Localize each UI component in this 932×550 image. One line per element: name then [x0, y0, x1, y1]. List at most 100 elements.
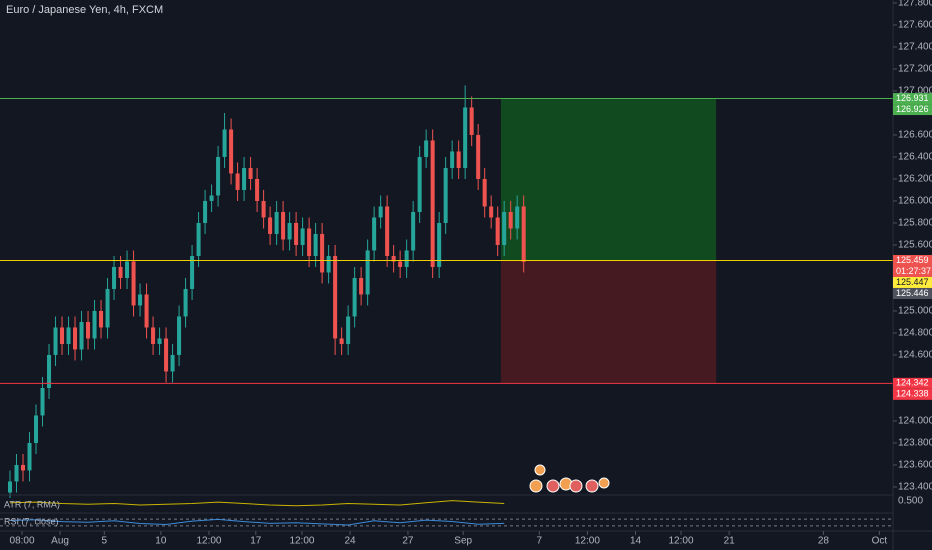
event-icon[interactable] [569, 479, 583, 493]
event-icon[interactable] [534, 464, 546, 476]
x-tick-label: 10 [155, 536, 167, 547]
indicator-line [9, 518, 505, 526]
candle-body [346, 316, 351, 344]
candle-body [27, 442, 32, 471]
candle-body [53, 327, 58, 355]
x-tick-label: Aug [51, 536, 69, 547]
candle-body [216, 156, 221, 196]
candle-body [287, 222, 292, 240]
candle-body [248, 167, 253, 179]
candle-body [333, 255, 338, 339]
x-tick-label: 12:00 [669, 536, 694, 547]
candle-body [242, 167, 247, 190]
x-tick-label: 27 [402, 536, 414, 547]
candle-body [47, 354, 52, 388]
candle-body [281, 211, 286, 240]
x-tick-label: 12:00 [196, 536, 221, 547]
candle-body [79, 321, 84, 350]
candle-body [235, 173, 240, 190]
candle-body [112, 266, 117, 289]
y-tick-label: 123.800 [898, 438, 932, 449]
event-icon[interactable] [598, 477, 610, 489]
candle-body [92, 310, 97, 339]
price-label: 125.459 [896, 255, 929, 265]
candle-body [144, 294, 149, 328]
candle-body [463, 107, 468, 168]
indicator-line [9, 500, 505, 507]
candle-body [476, 134, 481, 179]
price-label-bg [893, 287, 932, 299]
plot-area [0, 85, 893, 498]
candle-body [502, 211, 507, 245]
profit-zone [500, 98, 717, 261]
candle-body [86, 321, 91, 339]
event-icon[interactable] [585, 479, 599, 493]
candle-body [138, 294, 143, 306]
candle-body [417, 156, 422, 212]
candle-body [339, 338, 344, 344]
y-tick-label: 127.200 [898, 64, 932, 75]
candle-body [391, 255, 396, 262]
candle-body [411, 211, 416, 251]
candle-body [34, 415, 39, 443]
candle-body [326, 255, 331, 273]
price-label-bg [893, 276, 932, 288]
candle-body [131, 261, 136, 306]
candle-body [125, 261, 130, 278]
candle-body [209, 195, 214, 201]
candle-body [222, 129, 227, 157]
indicator-name: RSI (7, close) [4, 516, 59, 526]
candle-body [164, 338, 169, 372]
y-tick-label: 125.600 [898, 240, 932, 251]
candle-body [365, 250, 370, 295]
y-tick-label: 127.800 [898, 0, 932, 9]
x-tick-label: 21 [724, 536, 736, 547]
price-label: 01:27:37 [896, 266, 931, 276]
price-label: 125.447 [896, 277, 929, 287]
candle-body [255, 178, 260, 201]
candle-body [515, 206, 520, 229]
candle-body [495, 217, 500, 245]
y-tick-label: 123.600 [898, 460, 932, 471]
candle-body [7, 481, 13, 493]
candle-body [66, 327, 71, 344]
candle-body [99, 310, 104, 328]
candle-body [196, 222, 201, 256]
price-label: 126.926 [896, 104, 929, 114]
candle-body [508, 211, 513, 229]
event-icon[interactable] [546, 479, 560, 493]
price-label: 126.931 [896, 93, 929, 103]
candle-body [443, 167, 448, 223]
x-tick-label: Sep [454, 536, 472, 547]
candle-body [60, 327, 65, 344]
candle-body [157, 338, 162, 344]
candle-body [378, 206, 383, 218]
candle-body [482, 178, 487, 207]
price-label: 124.338 [896, 389, 929, 399]
price-label-bg [893, 93, 932, 105]
x-tick-label: 12:00 [575, 536, 600, 547]
x-tick-label: 7 [537, 536, 543, 547]
price-label-bg [893, 388, 932, 400]
event-icons[interactable] [529, 464, 610, 493]
indicator-tick-label: 0.500 [898, 496, 923, 507]
candle-body [424, 140, 429, 157]
candle-body [359, 277, 364, 295]
candle-body [437, 222, 442, 267]
event-icon[interactable] [529, 479, 543, 493]
candle-body [190, 255, 195, 289]
price-label-bg [893, 254, 932, 266]
y-tick-label: 127.000 [898, 86, 932, 97]
candle-body [456, 151, 461, 168]
y-tick-label: 127.400 [898, 42, 932, 53]
candle-body [372, 217, 377, 251]
loss-zone [500, 260, 717, 384]
candle-body [73, 327, 78, 350]
x-tick-label: 24 [345, 536, 357, 547]
y-tick-label: 125.000 [898, 306, 932, 317]
candle-body [352, 277, 357, 317]
candle-body [229, 129, 234, 174]
x-tick-label: 5 [102, 536, 108, 547]
